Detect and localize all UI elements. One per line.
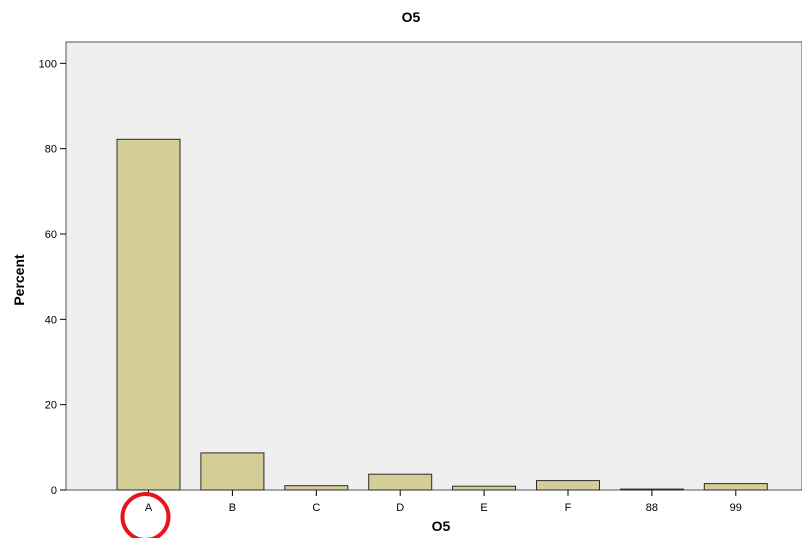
x-tick-label: C — [312, 502, 320, 514]
bar-99 — [703, 483, 768, 491]
x-tick-label: A — [145, 502, 153, 514]
bar-D — [368, 473, 433, 491]
y-tick-label: 20 — [45, 400, 57, 412]
bar-C — [284, 485, 349, 491]
chart-title: O5 — [402, 9, 421, 25]
y-tick-label: 60 — [45, 229, 57, 241]
y-tick-label: 0 — [51, 485, 57, 497]
bar-88 — [619, 488, 684, 491]
bar-B — [200, 452, 265, 491]
x-tick-label: E — [480, 502, 487, 514]
bar-F — [536, 480, 600, 491]
plot-area — [65, 41, 802, 491]
x-tick-label: F — [565, 502, 572, 514]
y-tick-label: 40 — [45, 314, 57, 326]
x-tick-label: B — [229, 502, 236, 514]
y-tick-label: 100 — [39, 58, 57, 70]
y-tick-label: 80 — [45, 144, 57, 156]
bar-E — [452, 485, 517, 491]
x-axis: A B C D E F 88 99 — [145, 490, 742, 514]
y-axis-label: Percent — [11, 254, 27, 306]
bars-group — [116, 138, 768, 491]
annotations-group — [120, 492, 171, 538]
bar-A — [116, 138, 181, 491]
x-axis-label: O5 — [432, 518, 451, 534]
y-axis: 0 20 40 60 80 100 — [39, 58, 66, 497]
x-tick-label: 99 — [730, 502, 742, 514]
x-tick-label: 88 — [646, 502, 658, 514]
x-tick-label: D — [396, 502, 404, 514]
highlight-circle — [120, 492, 171, 538]
